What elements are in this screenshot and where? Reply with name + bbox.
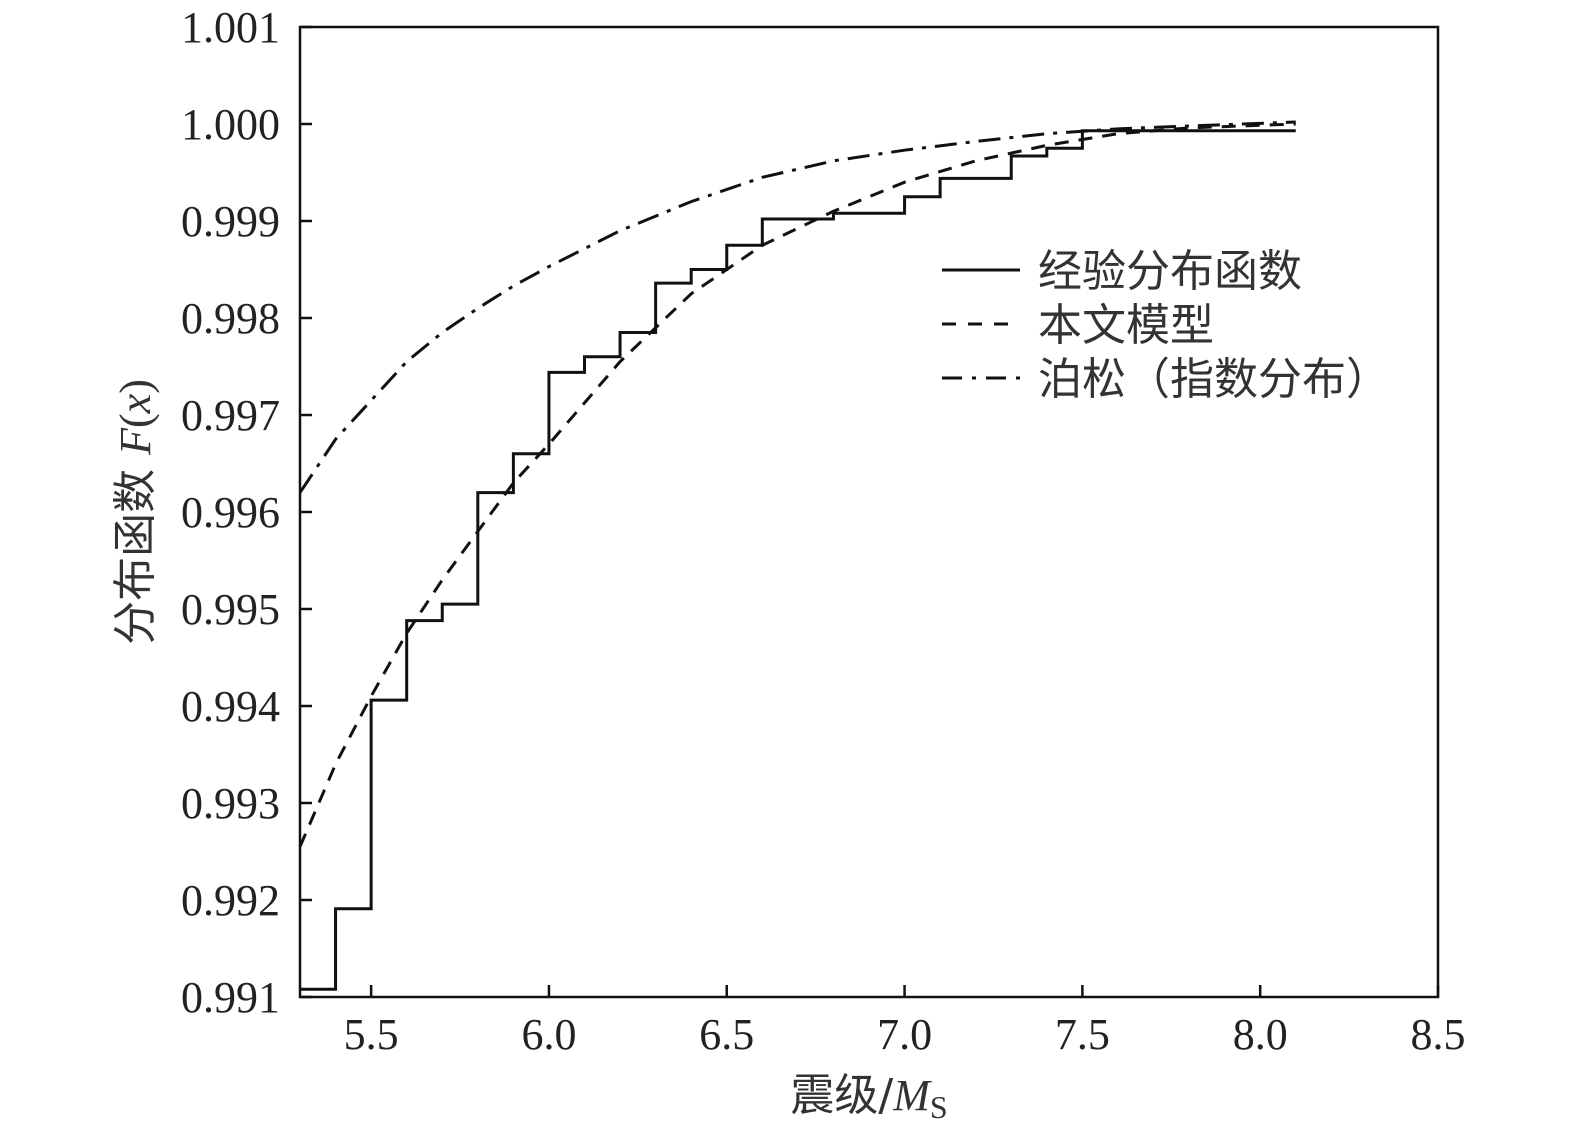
x-axis-title: 震级/MS	[790, 1070, 947, 1125]
x-tick-label: 8.0	[1233, 1010, 1288, 1059]
y-tick-label: 0.999	[181, 197, 280, 246]
y-tick-label: 0.995	[181, 585, 280, 634]
series-line-1	[300, 129, 1296, 991]
y-axis-title-paren-open: (	[111, 413, 160, 428]
y-axis-title: 分布函数 F(x)	[110, 379, 161, 645]
y-axis-title-main: 分布函数	[110, 455, 161, 645]
y-axis-title-italic-x: x	[111, 393, 160, 414]
y-tick-label: 0.997	[181, 391, 280, 440]
data-series	[298, 120, 1296, 991]
legend-label-1: 经验分布函数	[1038, 246, 1302, 297]
legend-label-3: 泊松（指数分布）	[1038, 354, 1390, 405]
plot-frame	[298, 25, 1440, 999]
y-tick-label: 0.993	[181, 779, 280, 828]
x-tick-label: 7.0	[877, 1010, 932, 1059]
x-tick-label: 5.5	[344, 1010, 399, 1059]
y-tick-label: 0.991	[181, 973, 280, 1022]
y-tick-label: 0.994	[181, 682, 280, 731]
x-axis-title-italic: M	[892, 1071, 932, 1120]
x-tick-label: 8.5	[1411, 1010, 1466, 1059]
x-tick-label: 7.5	[1055, 1010, 1110, 1059]
y-tick-label: 1.000	[181, 100, 280, 149]
y-axis-title-italic-f: F	[111, 427, 160, 456]
y-axis-title-paren-close: )	[111, 379, 160, 394]
series-line-3	[298, 120, 1296, 494]
x-axis-title-main: 震级/	[790, 1070, 893, 1121]
series-line-2	[298, 122, 1296, 848]
y-tick-label: 0.996	[181, 488, 280, 537]
axis-ticks: 5.5 6.0 6.5 7.0 7.5 8.0 8.5 0.991 0.992 0.993 0.99…	[181, 3, 1466, 1059]
x-axis-title-subscript: S	[930, 1089, 948, 1125]
x-tick-label: 6.0	[521, 1010, 576, 1059]
plot-area-border	[298, 25, 1440, 999]
x-tick-label: 6.5	[699, 1010, 754, 1059]
y-tick-label: 0.998	[181, 294, 280, 343]
legend-label-2: 本文模型	[1038, 300, 1214, 351]
y-tick-label: 0.992	[181, 876, 280, 925]
y-tick-label: 1.001	[181, 3, 280, 52]
